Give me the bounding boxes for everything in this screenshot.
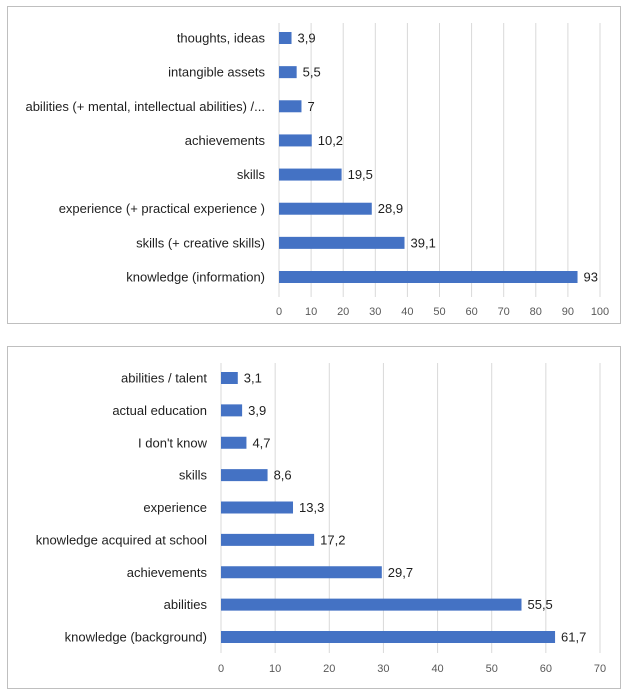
bottom-chart-bar (221, 598, 522, 611)
bottom-chart-x-tick-label: 20 (323, 663, 335, 675)
bottom-chart-x-tick-label: 0 (218, 663, 224, 675)
bottom-chart-bar (221, 631, 556, 643)
bottom-chart-category-label: abilities / talent (121, 371, 207, 386)
top-chart-bar (279, 66, 297, 79)
bottom-chart-bar (221, 533, 315, 546)
bottom-chart-category-label: actual education (112, 403, 207, 418)
bottom-chart-x-tick-label: 50 (486, 663, 498, 675)
top-chart-category-label: abilities (+ mental, intellectual abilit… (25, 99, 265, 114)
bottom-chart-x-tick-label: 60 (540, 663, 552, 675)
bottom-chart-bar (221, 436, 247, 449)
chart-panel-bottom: 0 10 20 30 40 50 60 70 abilities / talent 3,1 actu… (7, 346, 621, 689)
top-chart-value-label: 19,5 (348, 167, 373, 182)
top-chart-x-tick-label: 80 (530, 306, 542, 318)
top-chart-category-label: skills (237, 167, 266, 182)
bottom-chart-category-label: abilities (164, 597, 208, 612)
bottom-chart-value-label: 29,7 (388, 565, 413, 580)
bottom-chart-bar (221, 501, 294, 514)
bottom-chart-category-label: skills (179, 468, 208, 483)
top-chart-x-tick-label: 60 (465, 306, 477, 318)
bottom-chart-category-label: knowledge acquired at school (36, 532, 207, 547)
top-chart-value-label: 28,9 (378, 201, 403, 216)
top-chart-value-label: 39,1 (411, 235, 436, 250)
top-chart-bar (279, 100, 302, 113)
bottom-chart-x-tick-label: 70 (594, 663, 606, 675)
top-chart-value-label: 5,5 (303, 65, 321, 80)
top-chart-bar (279, 202, 372, 215)
bottom-chart-value-label: 4,7 (252, 435, 270, 450)
top-chart-category-label: skills (+ creative skills) (136, 235, 265, 250)
bottom-chart-category-label: I don't know (138, 435, 208, 450)
top-chart-category-label: knowledge (information) (126, 270, 265, 285)
bottom-chart-value-label: 55,5 (527, 597, 552, 612)
bottom-chart-value-label: 13,3 (299, 500, 324, 515)
bottom-chart-x-tick-label: 10 (269, 663, 281, 675)
top-chart-x-tick-label: 90 (562, 306, 574, 318)
bottom-chart-value-label: 61,7 (561, 630, 586, 645)
bottom-chart-x-tick-label: 30 (377, 663, 389, 675)
bar-chart-bottom: 0 10 20 30 40 50 60 70 abilities / talent 3,1 actu… (36, 363, 606, 675)
top-chart-bar (279, 32, 292, 44)
top-chart-category-label: intangible assets (168, 65, 265, 80)
bottom-chart-category-label: knowledge (background) (65, 630, 207, 645)
bottom-chart-x-tick-label: 40 (431, 663, 443, 675)
top-chart-value-label: 7 (307, 99, 314, 114)
bottom-chart-value-label: 17,2 (320, 532, 345, 547)
bottom-chart-bar (221, 372, 238, 384)
top-chart-bar (279, 271, 578, 283)
top-chart-bar (279, 168, 342, 181)
bottom-chart-category-label: achievements (127, 565, 208, 580)
top-chart-category-label: experience (+ practical experience ) (59, 201, 265, 216)
top-chart-category-label: achievements (185, 133, 266, 148)
top-chart-bar (279, 236, 405, 249)
top-chart-x-tick-label: 30 (369, 306, 381, 318)
bottom-chart-value-label: 3,1 (244, 371, 262, 386)
top-chart-x-tick-label: 100 (591, 306, 609, 318)
top-chart-x-tick-label: 20 (337, 306, 349, 318)
top-chart-x-tick-label: 70 (498, 306, 510, 318)
top-chart-x-tick-label: 0 (276, 306, 282, 318)
bottom-chart-bar (221, 566, 382, 579)
top-chart-category-label: thoughts, ideas (177, 31, 266, 46)
bottom-chart-bar (221, 469, 268, 482)
top-chart-x-tick-label: 50 (433, 306, 445, 318)
bottom-chart-value-label: 8,6 (274, 468, 292, 483)
top-chart-value-label: 3,9 (298, 31, 316, 46)
top-chart-x-tick-label: 40 (401, 306, 413, 318)
top-chart-bar (279, 134, 312, 147)
top-chart-x-tick-label: 10 (305, 306, 317, 318)
bar-chart-top: 0 10 20 30 40 50 60 70 80 90 100 thoughts, ideas 3,9… (25, 23, 609, 318)
chart-panel-top: 0 10 20 30 40 50 60 70 80 90 100 thoughts, ideas 3,9… (7, 6, 621, 324)
bottom-chart-value-label: 3,9 (248, 403, 266, 418)
bottom-chart-category-label: experience (143, 500, 207, 515)
bottom-chart-bar (221, 404, 243, 417)
top-chart-value-label: 10,2 (318, 133, 343, 148)
top-chart-value-label: 93 (584, 270, 598, 285)
